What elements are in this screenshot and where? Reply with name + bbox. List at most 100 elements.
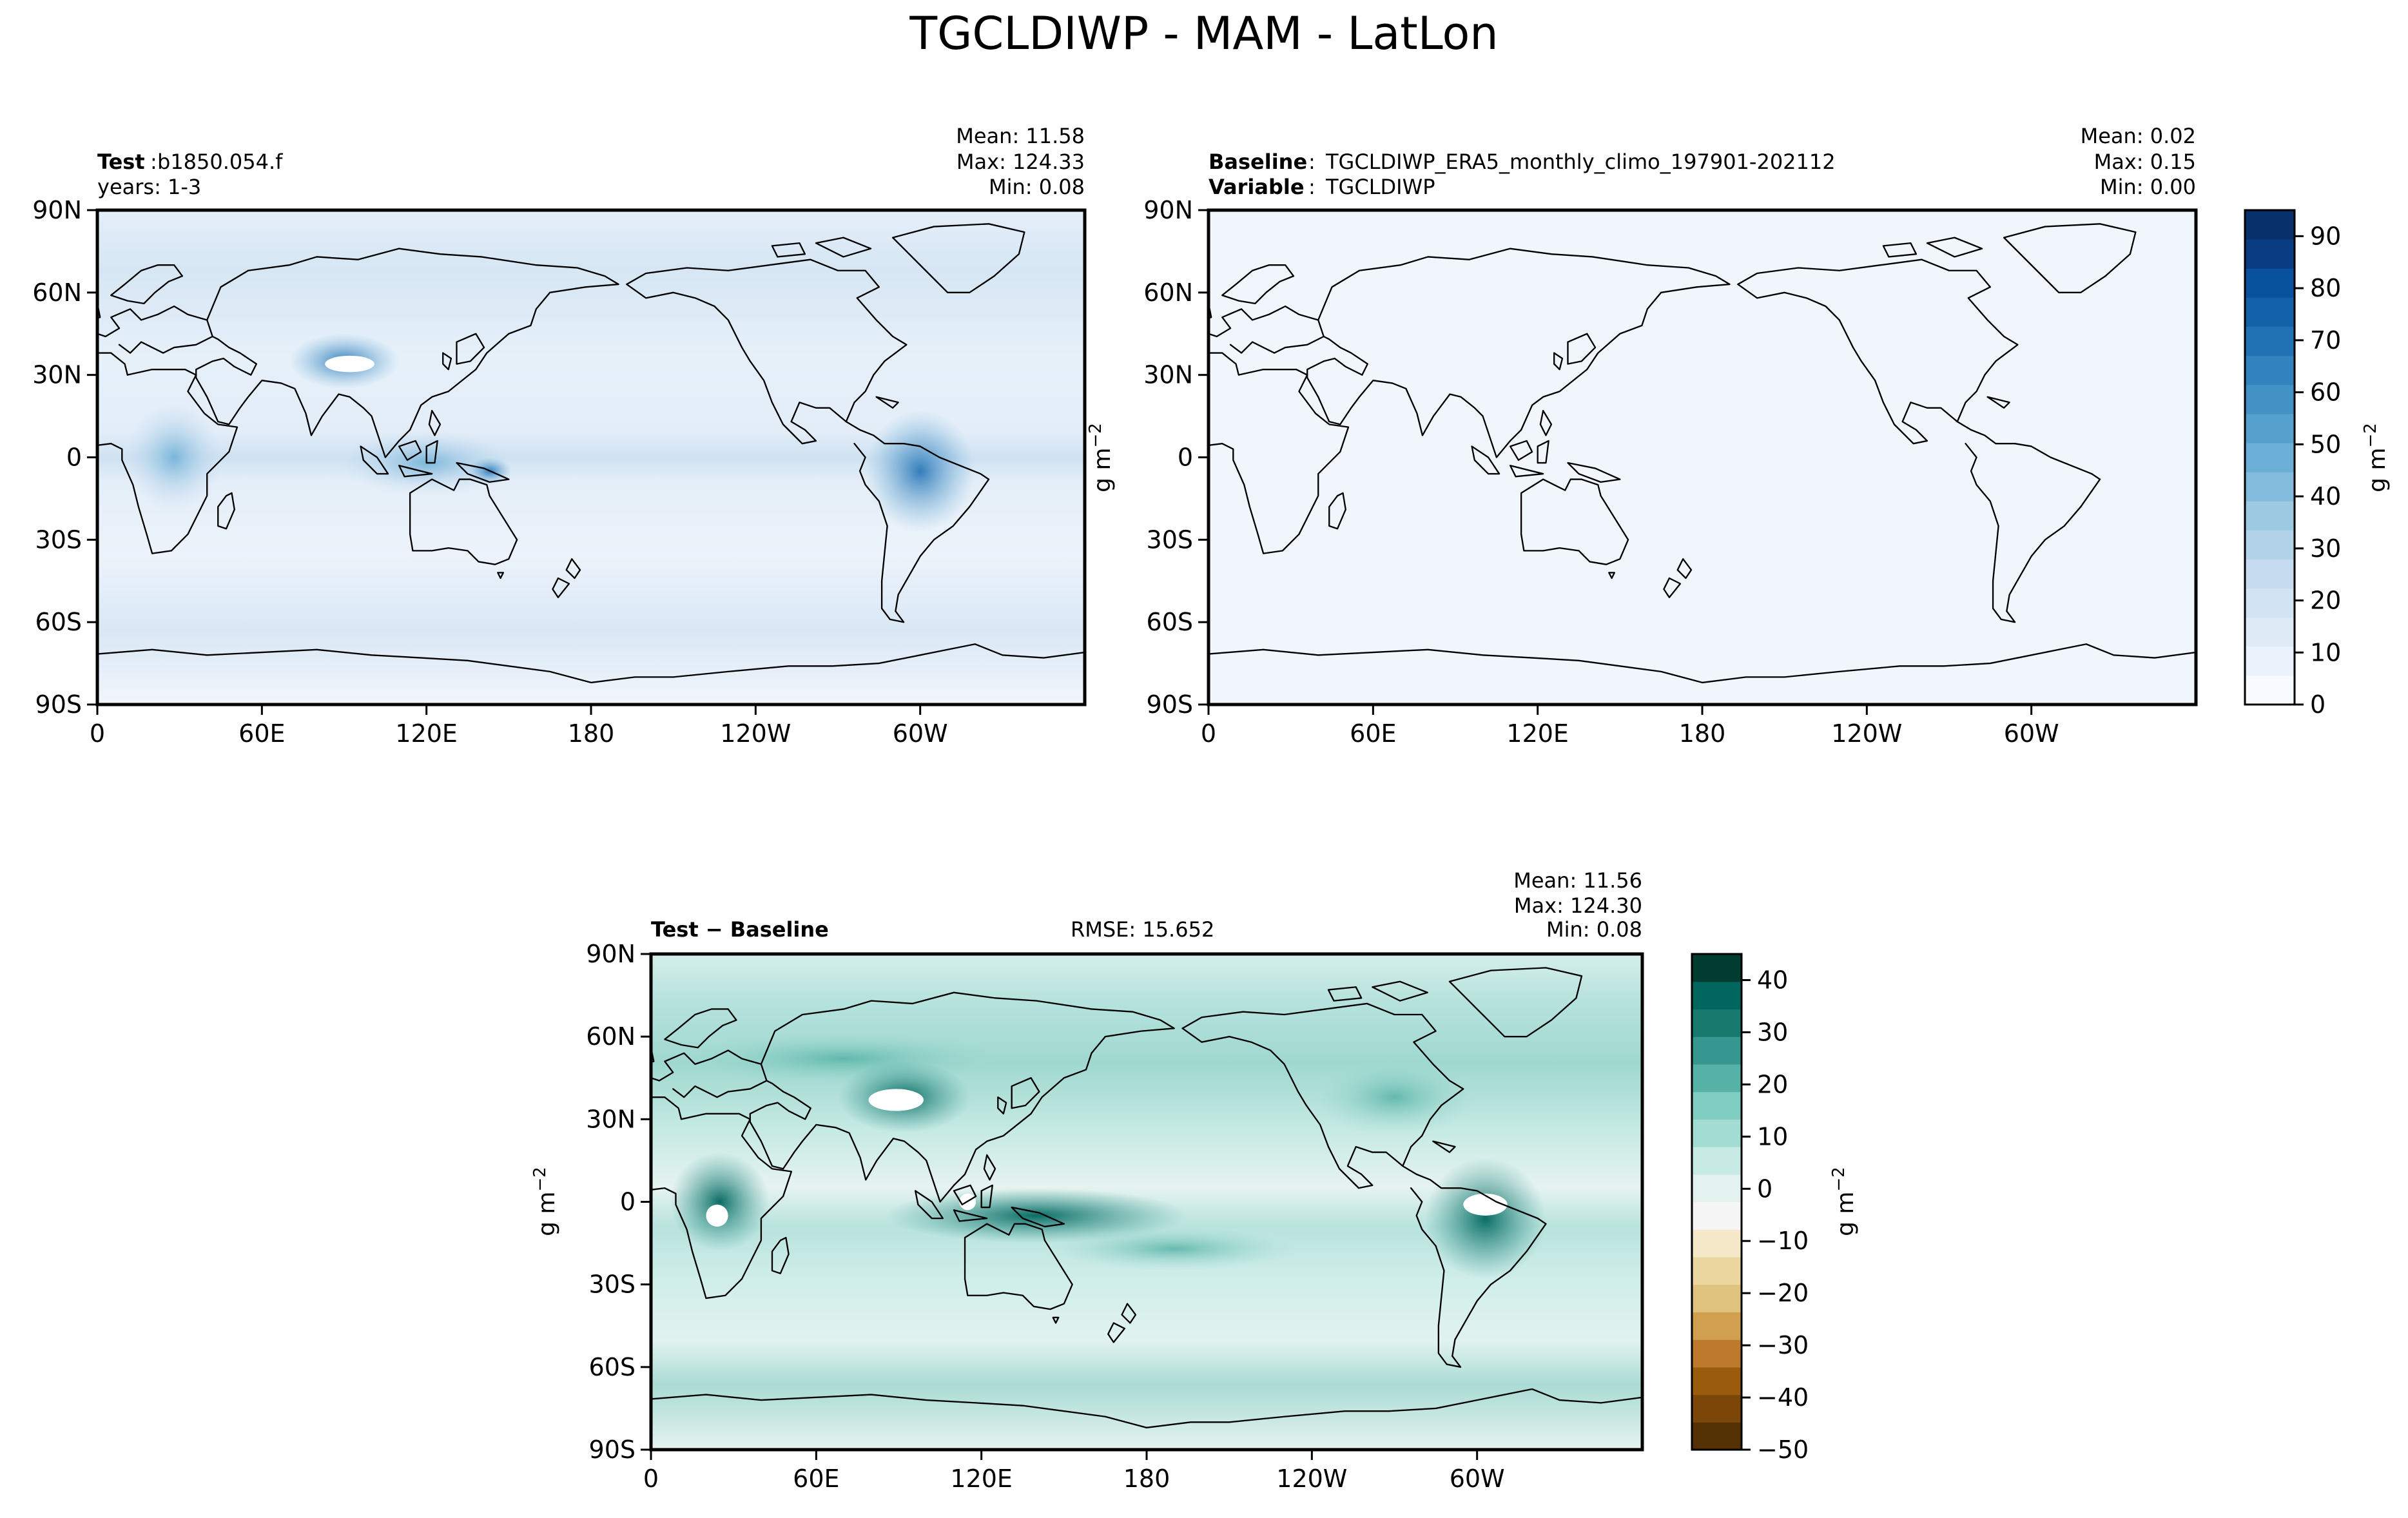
baseline-xtick-label: 60E	[1350, 719, 1396, 748]
test-max: Max: 124.33	[956, 150, 1085, 174]
colorbar-brbg-tick-label: 0	[1757, 1174, 1772, 1203]
colorbar-brbg-swatch	[1692, 1284, 1742, 1312]
diff-ylabel: g m−2	[530, 1167, 560, 1236]
colorbar-blues-swatch	[2245, 675, 2295, 705]
baseline-xtick-label: 0	[1201, 719, 1216, 748]
colorbar-blues-tick-label: 70	[2310, 326, 2341, 355]
field-diff-hole-tibet	[868, 1089, 924, 1111]
colorbar-brbg-swatch	[1692, 981, 1742, 1010]
test-ytick-label: 90N	[32, 196, 82, 224]
diff-ytick-label: 60S	[589, 1353, 636, 1381]
baseline-ytick-label: 0	[1178, 443, 1193, 472]
colorbar-blues-swatch	[2245, 413, 2295, 443]
colorbar-blues-swatch	[2245, 239, 2295, 269]
colorbar-blues-swatch	[2245, 588, 2295, 618]
colorbar-brbg-tick-label: 10	[1757, 1122, 1788, 1151]
colorbar-brbg-swatch	[1692, 1091, 1742, 1120]
field-test-hole	[325, 355, 374, 373]
baseline-dataset: TGCLDIWP_ERA5_monthly_climo_197901-20211…	[1325, 150, 1836, 174]
field-diff-africa	[670, 1152, 770, 1252]
test-xtick-label: 180	[568, 719, 615, 748]
colorbar-brbg-tick-label: −20	[1757, 1279, 1809, 1307]
colorbar-brbg-swatch	[1692, 1367, 1742, 1396]
colorbar-blues-tick-label: 0	[2310, 690, 2325, 719]
colorbar-blues-swatch	[2245, 617, 2295, 647]
diff-ytick-label: 30S	[589, 1270, 636, 1299]
baseline-mean: Mean: 0.02	[2081, 124, 2196, 148]
panel-difference: Test − Baseline RMSE: 15.652 Mean: 11.56…	[530, 868, 1644, 1493]
variable-label-sep: :	[1308, 175, 1316, 199]
test-label-sep: :	[150, 150, 157, 174]
colorbar-brbg-swatch	[1692, 1312, 1742, 1340]
colorbar-brbg-swatch	[1692, 1394, 1742, 1423]
colorbar-blues-tick-label: 40	[2310, 482, 2341, 511]
colorbar-brbg-frame	[1691, 953, 1743, 1451]
baseline-max: Max: 0.15	[2094, 150, 2196, 174]
diff-xtick-label: 0	[643, 1464, 659, 1493]
colorbar-brbg-swatch	[1692, 1339, 1742, 1368]
colorbar-blues-swatch	[2245, 530, 2295, 560]
colorbar-blues-swatch	[2245, 472, 2295, 501]
colorbar-brbg-tick-label: 30	[1757, 1018, 1788, 1046]
test-xtick-label: 60W	[893, 719, 948, 748]
colorbar-brbg-swatch	[1692, 1256, 1742, 1285]
baseline-ytick-label: 60S	[1147, 608, 1193, 636]
colorbar-blues-swatch	[2245, 559, 2295, 589]
colorbar-brbg-tick-label: −40	[1757, 1383, 1809, 1412]
test-case-name: b1850.054.f	[157, 150, 283, 174]
diff-ytick-label: 90S	[589, 1435, 636, 1464]
colorbar-brbg-tick-label: −30	[1757, 1331, 1809, 1359]
test-years: years: 1-3	[97, 175, 201, 199]
colorbar-brbg-tick-label: −50	[1757, 1435, 1809, 1464]
baseline-ytick-label: 60N	[1143, 278, 1193, 307]
baseline-xtick-label: 120W	[1831, 719, 1902, 748]
diff-xtick-label: 60W	[1450, 1464, 1505, 1493]
colorbar-blues-tick-label: 90	[2310, 222, 2341, 250]
baseline-ylabel: g m−2	[1086, 423, 1116, 492]
baseline-xtick-label: 180	[1679, 719, 1726, 748]
test-min: Min: 0.08	[989, 175, 1085, 199]
colorbar-blues-swatch	[2245, 355, 2295, 385]
map-baseline	[1209, 210, 2196, 705]
colorbar-brbg-swatch	[1692, 1422, 1742, 1450]
map-test	[97, 210, 1085, 705]
test-xtick-label: 120E	[395, 719, 458, 748]
test-label: Test	[97, 150, 145, 174]
colorbar-blues-swatch	[2245, 268, 2295, 298]
colorbar-brbg-tick-label: 40	[1757, 966, 1788, 994]
colorbar-brbg-swatch	[1692, 1119, 1742, 1147]
colorbar-blues-swatch	[2245, 646, 2295, 676]
colorbar-blues: 0 10 20 30 40 50 60 70 80 90 g m−2	[2244, 209, 2391, 719]
diff-min: Min: 0.08	[1546, 917, 1642, 942]
colorbar-blues-swatch	[2245, 210, 2295, 240]
map-difference	[651, 954, 1642, 1450]
test-xtick-label: 120W	[720, 719, 791, 748]
colorbar-blues-label: g m−2	[2361, 423, 2391, 492]
baseline-ytick-label: 30S	[1147, 525, 1193, 554]
panel-baseline: Baseline : TGCLDIWP_ERA5_monthly_climo_1…	[1086, 124, 2198, 748]
figure-title: TGCLDIWP - MAM - LatLon	[909, 7, 1498, 60]
test-ytick-label: 90S	[35, 690, 82, 719]
colorbar-blues-tick-label: 80	[2310, 274, 2341, 302]
colorbar-brbg-swatch	[1692, 1009, 1742, 1037]
baseline-ytick-label: 90N	[1143, 196, 1193, 224]
baseline-min: Min: 0.00	[2100, 175, 2196, 199]
colorbar-brbg-swatch	[1692, 1229, 1742, 1258]
baseline-xtick-label: 120E	[1506, 719, 1569, 748]
diff-xtick-label: 60E	[793, 1464, 839, 1493]
colorbar-brbg-swatch	[1692, 1036, 1742, 1065]
baseline-label: Baseline	[1209, 150, 1307, 174]
colorbar-brbg: −50 −40 −30 −20 −10 0 10 20 30 40 g m−2	[1691, 953, 1859, 1464]
field-diff-hole-africa	[706, 1204, 728, 1227]
baseline-ytick-label: 30N	[1143, 361, 1193, 389]
diff-xtick-label: 180	[1123, 1464, 1170, 1493]
baseline-ytick-label: 90S	[1147, 690, 1193, 719]
baseline-xtick-label: 60W	[2004, 719, 2059, 748]
axis-ticks-test: 0 60E 120E 180 120W 60W 90N 60N 30N 0 30S 60S 90S	[32, 196, 947, 748]
diff-ytick-label: 60N	[586, 1022, 636, 1051]
diff-ytick-label: 0	[620, 1188, 636, 1216]
colorbar-brbg-label: g m−2	[1829, 1167, 1859, 1236]
diff-mean: Mean: 11.56	[1513, 868, 1642, 893]
colorbar-brbg-swatch	[1692, 1147, 1742, 1175]
